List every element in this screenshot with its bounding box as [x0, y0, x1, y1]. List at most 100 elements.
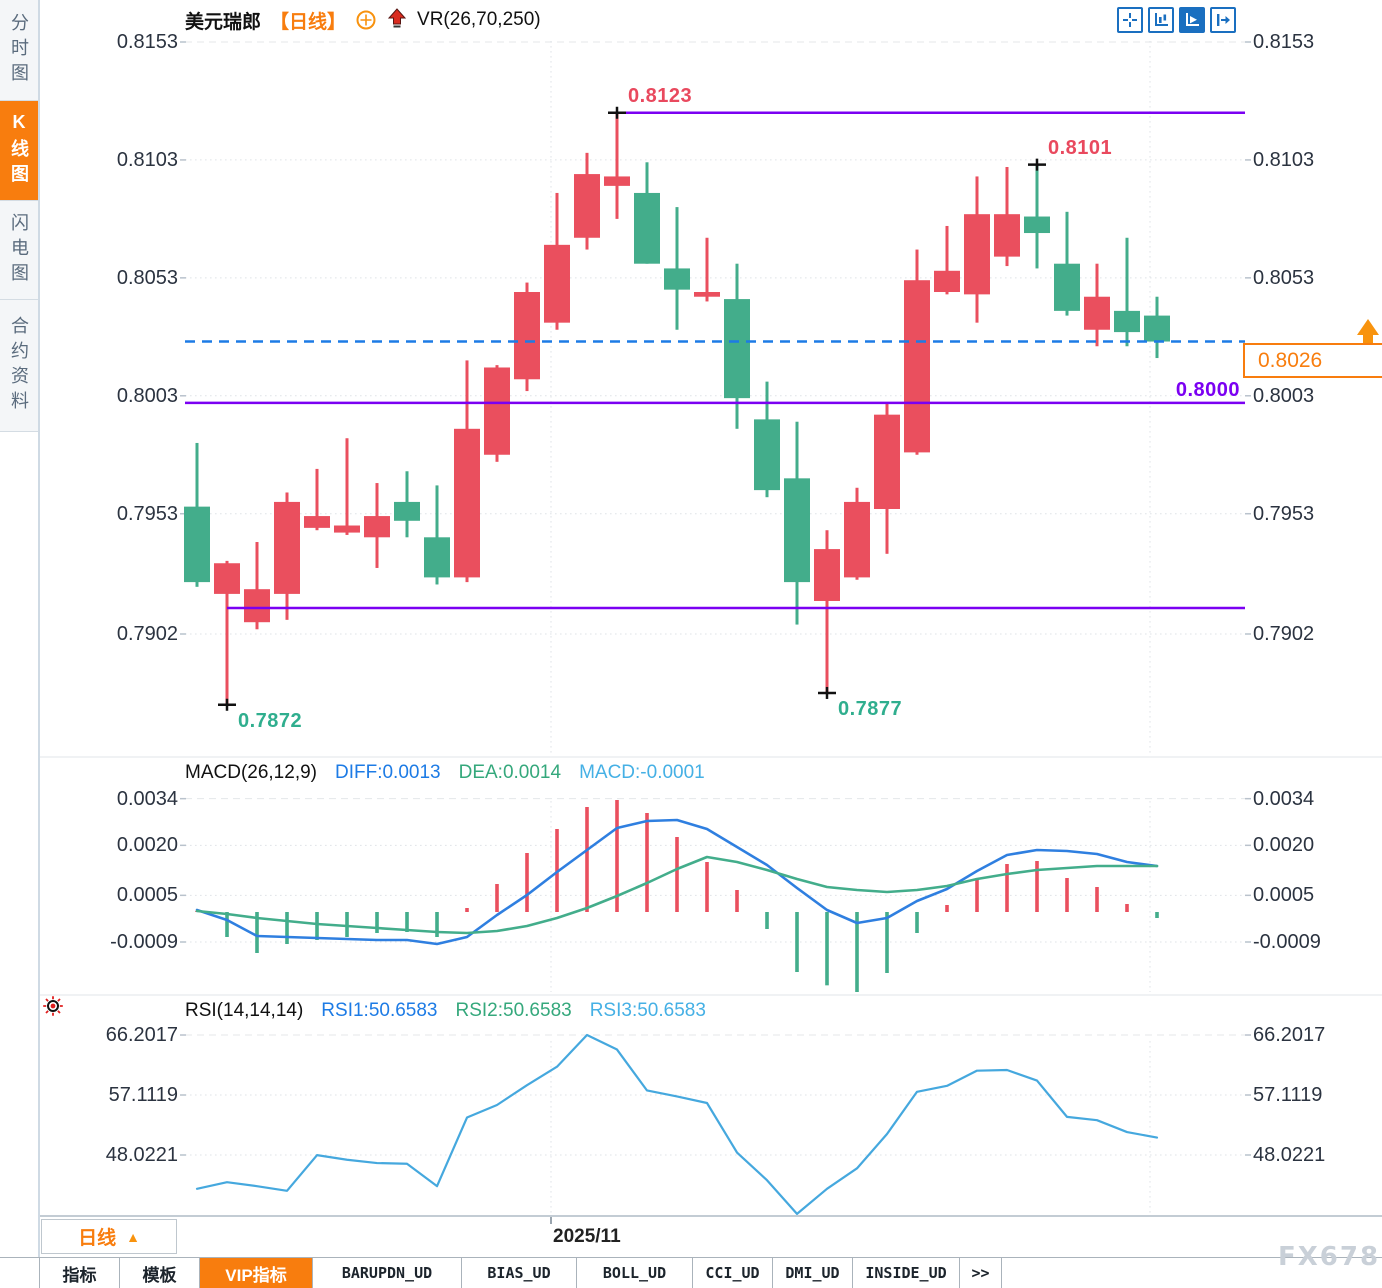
- period-tag[interactable]: 【日线】: [270, 11, 347, 33]
- candle-wick[interactable]: [315, 468, 319, 531]
- y-axis-label: 0.8153: [116, 31, 178, 53]
- candle-body[interactable]: [304, 516, 330, 528]
- y-axis-label: 0.0005: [1253, 884, 1315, 907]
- candle-body[interactable]: [664, 268, 690, 290]
- candle-body[interactable]: [394, 501, 420, 521]
- y-axis-label: -0.0009: [110, 930, 178, 953]
- macd-histogram-bar: [675, 837, 679, 912]
- tab-boll_ud[interactable]: BOLL_UD: [577, 1258, 693, 1288]
- macd-histogram-bar: [825, 912, 829, 986]
- candle-body[interactable]: [694, 292, 720, 297]
- candle-body[interactable]: [484, 367, 510, 455]
- tab-barupdn_ud[interactable]: BARUPDN_UD: [313, 1258, 462, 1288]
- tab-dmi_ud[interactable]: DMI_UD: [773, 1258, 853, 1288]
- candle-wick[interactable]: [825, 530, 829, 693]
- sidebar-item-flash-chart[interactable]: 闪电图: [0, 201, 38, 300]
- sidebar-item-kline-chart[interactable]: K线图: [0, 101, 38, 201]
- candle-body[interactable]: [934, 270, 960, 293]
- sidebar-item-time-chart[interactable]: 分时图: [0, 0, 38, 101]
- y-axis-label: 48.0221: [105, 1144, 178, 1166]
- macd-histogram-bar: [855, 912, 859, 992]
- candle-body[interactable]: [454, 428, 480, 578]
- y-axis-label: 66.2017: [105, 1024, 178, 1046]
- candle-wick[interactable]: [225, 560, 229, 705]
- y-axis-label: 57.1119: [108, 1084, 178, 1106]
- candle-body[interactable]: [334, 525, 360, 533]
- macd-histogram-bar: [1065, 878, 1069, 912]
- macd-histogram-bar: [495, 884, 499, 912]
- y-axis-label: 0.7902: [116, 623, 178, 645]
- sidebar-item-contract-info[interactable]: 合约资料: [0, 300, 38, 432]
- trend-pointer-icon[interactable]: [1179, 7, 1205, 33]
- y-axis-label: 0.0005: [116, 884, 178, 907]
- candle-body[interactable]: [814, 549, 840, 601]
- candle-body[interactable]: [364, 516, 390, 538]
- candle-body[interactable]: [604, 176, 630, 186]
- candle-body[interactable]: [514, 292, 540, 380]
- candle-wick[interactable]: [345, 438, 349, 535]
- y-axis-label: 0.0034: [1253, 787, 1315, 810]
- macd-histogram-bar: [975, 878, 979, 912]
- tab--[interactable]: 指标: [40, 1258, 120, 1288]
- candle-body[interactable]: [964, 214, 990, 295]
- candle-body[interactable]: [424, 537, 450, 578]
- candle-wick[interactable]: [705, 237, 709, 302]
- tab-inside_ud[interactable]: INSIDE_UD: [853, 1258, 960, 1288]
- tab--[interactable]: 模板: [120, 1258, 200, 1288]
- macd-histogram-bar: [705, 862, 709, 912]
- candle-body[interactable]: [784, 478, 810, 583]
- candle-body[interactable]: [1114, 310, 1140, 333]
- extreme-price-label: 0.7877: [838, 697, 903, 720]
- vr-indicator-label[interactable]: VR(26,70,250): [417, 9, 541, 30]
- tab->>[interactable]: >>: [960, 1258, 1002, 1288]
- candle-body[interactable]: [1144, 315, 1170, 342]
- chart-header: 美元瑞郎 【日线】 VR(26,70,250): [185, 6, 541, 34]
- candle-body[interactable]: [214, 563, 240, 594]
- candle-wick[interactable]: [435, 485, 439, 585]
- tab-bias_ud[interactable]: BIAS_UD: [462, 1258, 577, 1288]
- macd-histogram-bar: [1035, 861, 1039, 912]
- sidebar-item-label: 分时图: [9, 12, 29, 88]
- candle-body[interactable]: [724, 299, 750, 399]
- crosshair-icon[interactable]: [1117, 7, 1143, 33]
- sidebar: 分时图 K线图 闪电图 合约资料: [0, 0, 40, 1288]
- candle-body[interactable]: [274, 501, 300, 594]
- chart-toolbar: [1117, 7, 1236, 33]
- period-selector-button[interactable]: 日线 ▲: [41, 1219, 177, 1254]
- expand-right-icon[interactable]: [1210, 7, 1236, 33]
- candle-wick[interactable]: [1125, 237, 1129, 347]
- y-axis-label: 0.0020: [1253, 834, 1315, 857]
- candle-body[interactable]: [1084, 296, 1110, 330]
- candle-body[interactable]: [184, 506, 210, 583]
- macd-histogram-bar: [585, 807, 589, 912]
- axis-candles-icon[interactable]: [1148, 7, 1174, 33]
- candle-body[interactable]: [244, 589, 270, 623]
- candle-body[interactable]: [754, 419, 780, 491]
- macd-histogram-bar: [1095, 887, 1099, 912]
- last-price-box[interactable]: 0.8026: [1243, 343, 1382, 378]
- tab-vip-[interactable]: VIP指标: [200, 1258, 313, 1288]
- candle-body[interactable]: [634, 192, 660, 264]
- candle-body[interactable]: [874, 414, 900, 509]
- y-axis-label: -0.0009: [1253, 930, 1321, 953]
- tab-cci_ud[interactable]: CCI_UD: [693, 1258, 773, 1288]
- candle-body[interactable]: [574, 174, 600, 238]
- candle-body[interactable]: [844, 501, 870, 578]
- indicator-settings-icon[interactable]: [42, 995, 64, 1022]
- candle-body[interactable]: [904, 280, 930, 453]
- candle-body[interactable]: [994, 214, 1020, 257]
- rsi-line: [195, 1033, 1159, 1215]
- macd-histogram-bar: [315, 912, 319, 940]
- price-marker-arrow-icon: [1357, 319, 1379, 343]
- y-axis-label: 0.8153: [1253, 31, 1315, 53]
- candle-wick[interactable]: [945, 225, 949, 295]
- macd-histogram-bar: [615, 800, 619, 912]
- circle-plus-icon[interactable]: [355, 9, 377, 31]
- candle-body[interactable]: [1054, 263, 1080, 311]
- y-axis-label: 0.0020: [116, 834, 178, 857]
- candle-wick[interactable]: [615, 112, 619, 219]
- candle-wick[interactable]: [255, 542, 259, 630]
- candle-body[interactable]: [544, 244, 570, 323]
- candle-body[interactable]: [1024, 216, 1050, 234]
